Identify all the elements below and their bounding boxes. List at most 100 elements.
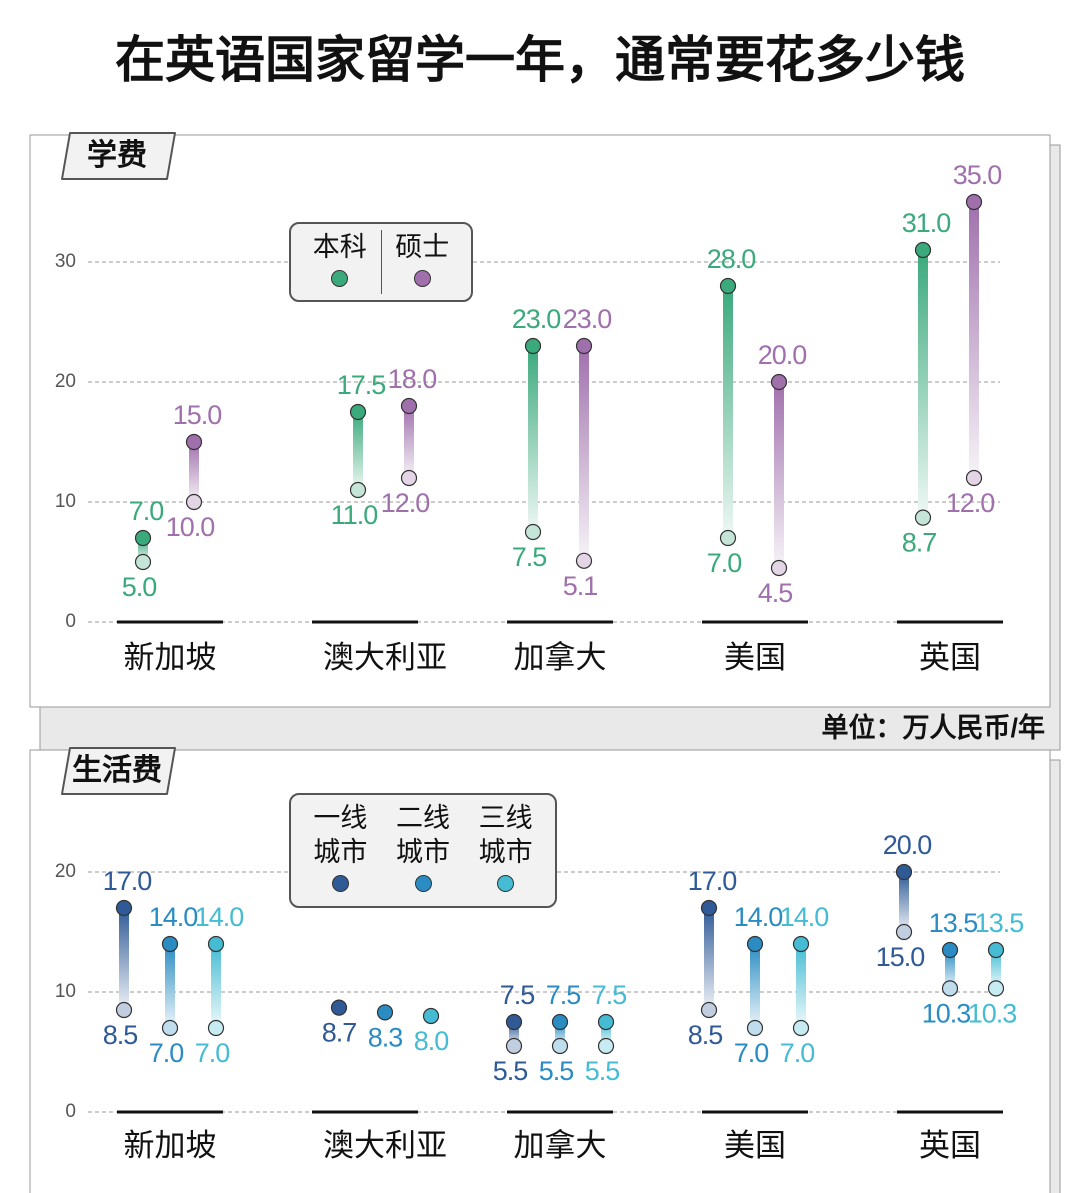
- value-label: 8.5: [688, 1020, 723, 1050]
- value-label: 5.1: [563, 571, 598, 601]
- value-label: 14.0: [195, 902, 244, 932]
- value-label: 17.0: [103, 866, 152, 896]
- low-dot: [400, 469, 418, 487]
- range-bar: [796, 944, 806, 1028]
- value-label: 12.0: [381, 488, 430, 518]
- legend-item: 二线城市: [382, 801, 465, 900]
- range-bar: [601, 1022, 611, 1046]
- x-tick-label: 新加坡: [124, 1128, 217, 1163]
- legend: 本科 硕士: [289, 222, 473, 302]
- low-dot: [551, 1037, 569, 1055]
- y-tick-label: 10: [55, 491, 76, 512]
- range-bar: [774, 382, 784, 568]
- x-tick-label: 美国: [724, 640, 786, 675]
- legend-label: 本科: [312, 232, 367, 262]
- low-dot: [115, 1001, 133, 1019]
- low-dot: [914, 509, 932, 526]
- value-label: 12.0: [946, 488, 995, 518]
- legend-swatch: [331, 875, 349, 892]
- value-label: 14.0: [149, 902, 198, 932]
- range-bar: [704, 908, 714, 1010]
- low-dot: [792, 1019, 810, 1037]
- value-label: 7.0: [149, 1038, 184, 1068]
- legend-swatch: [413, 270, 431, 287]
- legend-label: 三线城市: [478, 803, 533, 867]
- value-label: 28.0: [707, 244, 756, 274]
- value-label: 13.5: [929, 908, 978, 938]
- legend-label: 二线城市: [396, 803, 450, 867]
- legend-item: 三线城市: [464, 801, 547, 900]
- range-bar: [918, 250, 928, 518]
- high-dot: [597, 1013, 615, 1031]
- low-dot: [597, 1037, 615, 1055]
- high-dot: [965, 193, 983, 211]
- value-label: 7.0: [195, 1038, 230, 1068]
- value-label: 17.5: [337, 370, 386, 400]
- range-bar: [119, 908, 129, 1010]
- range-bar: [555, 1022, 565, 1046]
- range-bar: [945, 950, 955, 989]
- legend-swatch: [414, 875, 432, 892]
- value-label: 7.0: [734, 1038, 769, 1068]
- value-label: 8.5: [103, 1020, 138, 1050]
- range-bar: [899, 872, 909, 932]
- value-label: 20.0: [758, 340, 807, 370]
- high-dot: [746, 935, 764, 953]
- x-tick-label: 澳大利亚: [323, 640, 447, 675]
- dot: [330, 999, 348, 1016]
- panel: [29, 134, 1051, 708]
- y-tick-label: 20: [55, 371, 76, 392]
- value-label: 7.5: [512, 542, 547, 572]
- x-tick-label: 加拿大: [514, 640, 607, 675]
- x-tick-label: 加拿大: [514, 1128, 607, 1163]
- high-dot: [719, 277, 737, 295]
- value-label: 23.0: [563, 304, 612, 334]
- panel-title: 生活费: [72, 754, 162, 787]
- range-bar: [991, 950, 1001, 989]
- panel-title: 学费: [87, 138, 147, 172]
- low-dot: [134, 553, 152, 571]
- value-label: 11.0: [331, 500, 378, 530]
- low-dot: [941, 980, 959, 997]
- value-label: 8.0: [414, 1026, 449, 1056]
- y-tick-label: 10: [55, 981, 76, 1002]
- range-bar: [723, 286, 733, 538]
- x-tick-label: 澳大利亚: [323, 1128, 447, 1163]
- range-bar: [165, 944, 175, 1028]
- high-dot: [524, 337, 542, 355]
- value-label: 7.0: [780, 1038, 815, 1068]
- y-tick-label: 20: [55, 861, 76, 882]
- low-dot: [575, 552, 593, 569]
- value-label: 10.0: [166, 512, 215, 542]
- low-dot: [965, 469, 983, 487]
- x-tick-label: 美国: [724, 1128, 786, 1163]
- x-tick-label: 新加坡: [124, 640, 217, 675]
- x-tick-label: 英国: [919, 1128, 981, 1163]
- value-label: 35.0: [953, 160, 1002, 190]
- low-dot: [524, 523, 542, 541]
- high-dot: [400, 397, 418, 415]
- value-label: 5.5: [585, 1056, 620, 1086]
- range-bar: [353, 412, 363, 490]
- range-bar: [211, 944, 221, 1028]
- high-dot: [895, 863, 913, 881]
- low-dot: [700, 1001, 718, 1019]
- legend-swatch: [497, 875, 515, 892]
- high-dot: [134, 529, 152, 547]
- high-dot: [161, 935, 179, 953]
- page-title: 在英语国家留学一年，通常要花多少钱: [115, 32, 965, 88]
- value-label: 7.5: [592, 980, 627, 1010]
- value-label: 13.5: [975, 908, 1024, 938]
- range-bar: [969, 202, 979, 478]
- low-dot: [349, 481, 367, 499]
- high-dot: [987, 941, 1005, 959]
- range-bar: [528, 346, 538, 532]
- high-dot: [700, 899, 718, 917]
- legend-item: 一线城市: [299, 801, 382, 900]
- range-bar: [509, 1022, 519, 1046]
- value-label: 14.0: [780, 902, 829, 932]
- high-dot: [792, 935, 810, 953]
- value-label: 7.5: [500, 980, 535, 1010]
